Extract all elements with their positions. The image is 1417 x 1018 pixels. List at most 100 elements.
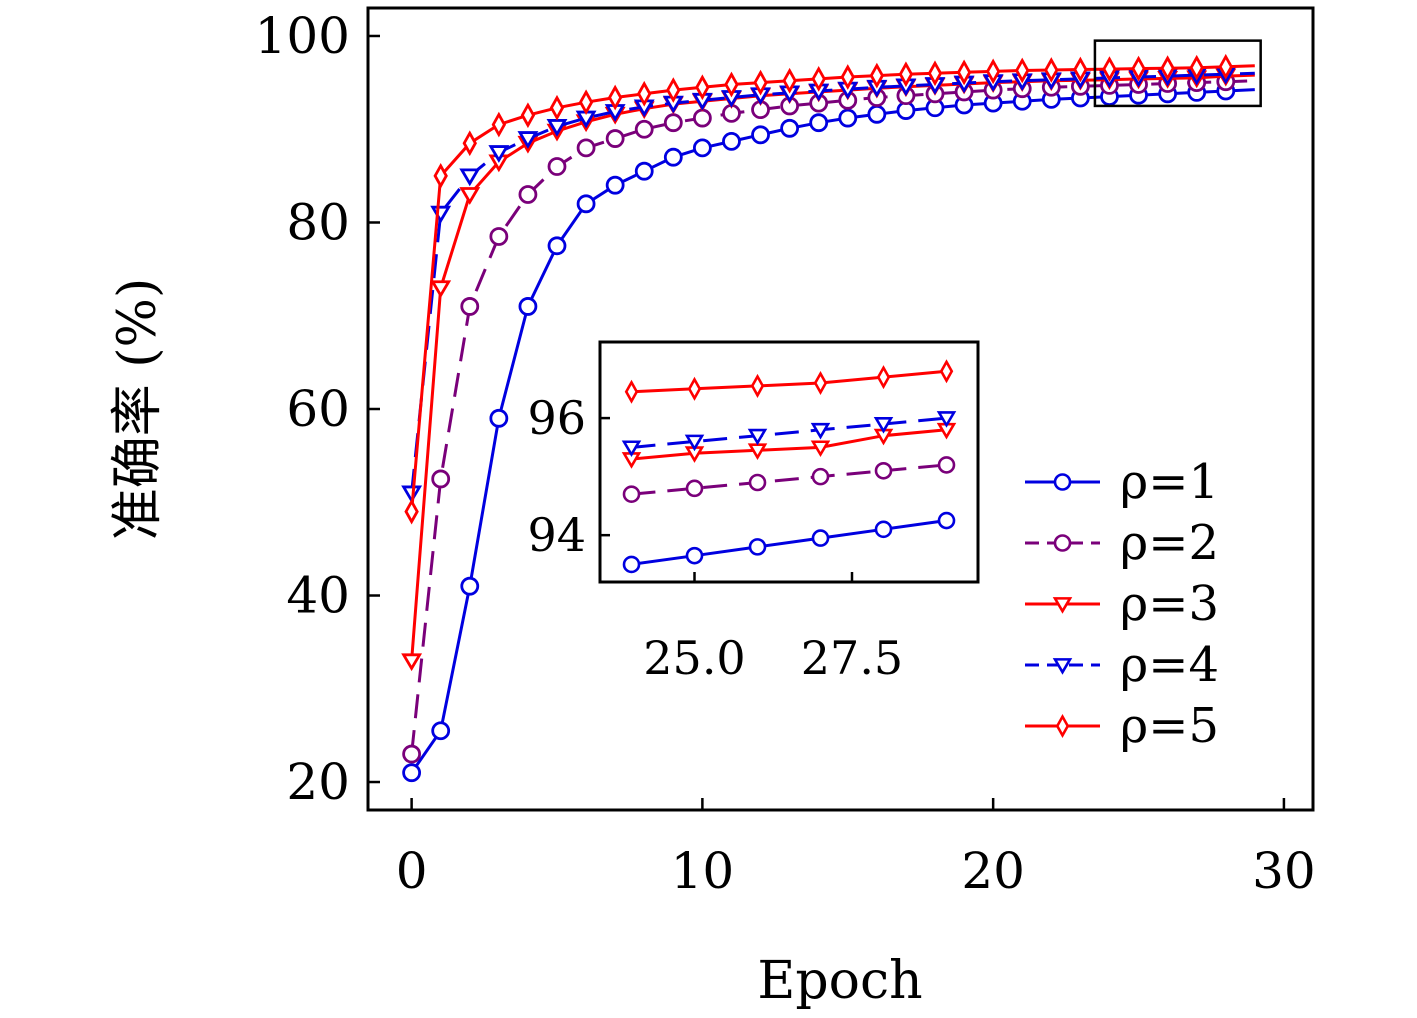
data-point-rho-3-1 bbox=[430, 280, 452, 299]
data-point-rho-5-2 bbox=[462, 130, 477, 157]
data-point-rho-5-25 bbox=[1131, 55, 1146, 82]
data-point-rho-1-3 bbox=[489, 408, 509, 428]
inset-point-rho-5-24 bbox=[624, 379, 639, 404]
data-point-rho-5-12 bbox=[753, 69, 768, 96]
y-axis-title: 准确率 (%) bbox=[108, 278, 168, 541]
legend-entry-rho-1: ρ=1 bbox=[1025, 454, 1219, 510]
data-point-rho-4-3 bbox=[488, 145, 510, 163]
y-tick-label-100: 100 bbox=[255, 7, 350, 65]
data-point-rho-5-4 bbox=[520, 102, 536, 129]
legend-marker-rho-3 bbox=[1052, 597, 1073, 614]
data-point-rho-1-1 bbox=[431, 721, 451, 741]
inset-point-rho-3-27 bbox=[810, 440, 831, 458]
legend-marker-rho-1 bbox=[1053, 473, 1072, 491]
data-point-rho-4-4 bbox=[517, 131, 539, 149]
data-point-rho-1-16 bbox=[867, 104, 887, 124]
inset-x-tick-label-25-0: 25.0 bbox=[643, 631, 745, 685]
data-point-rho-2-0 bbox=[402, 744, 422, 764]
legend-marker-rho-5 bbox=[1055, 713, 1070, 739]
y-tick-label-40: 40 bbox=[286, 567, 350, 625]
inset-point-rho-5-26 bbox=[750, 373, 765, 398]
x-axis-title: Epoch bbox=[757, 951, 922, 1011]
data-point-rho-5-14 bbox=[811, 66, 826, 92]
series-rho-5 bbox=[404, 53, 1255, 525]
data-point-rho-1-9 bbox=[663, 147, 683, 167]
data-point-rho-4-0 bbox=[401, 485, 423, 504]
legend-label-rho-5: ρ=5 bbox=[1120, 698, 1219, 754]
inset-point-rho-5-27 bbox=[813, 370, 828, 396]
data-point-rho-5-10 bbox=[695, 74, 710, 101]
data-point-rho-2-3 bbox=[489, 227, 509, 246]
x-tick-label-10: 10 bbox=[671, 842, 735, 900]
inset-point-rho-5-29 bbox=[939, 359, 954, 384]
data-point-rho-1-14 bbox=[809, 113, 829, 133]
inset-point-rho-2-29 bbox=[937, 456, 956, 474]
data-point-rho-1-8 bbox=[634, 161, 654, 181]
inset-series-line-rho-1 bbox=[631, 519, 947, 566]
legend-entry-rho-2: ρ=2 bbox=[1025, 515, 1219, 571]
data-point-rho-5-28 bbox=[1218, 53, 1233, 80]
data-point-rho-3-0 bbox=[401, 653, 423, 672]
inset-point-rho-1-27 bbox=[811, 529, 830, 547]
data-point-rho-1-13 bbox=[780, 118, 800, 138]
zoom-region-box bbox=[1093, 39, 1262, 108]
data-point-rho-5-16 bbox=[869, 62, 885, 89]
inset-series-rho-2 bbox=[622, 456, 956, 503]
data-point-rho-2-2 bbox=[460, 297, 480, 316]
inset-point-rho-4-25 bbox=[684, 434, 705, 452]
data-point-rho-2-5 bbox=[547, 157, 567, 176]
data-point-rho-5-9 bbox=[666, 77, 681, 103]
inset-point-rho-1-24 bbox=[622, 555, 641, 574]
inset-frame bbox=[598, 340, 980, 584]
inset-point-rho-1-25 bbox=[685, 546, 704, 565]
series-line-rho-2 bbox=[410, 79, 1255, 755]
x-tick-label-20: 20 bbox=[961, 842, 1025, 900]
legend-marker-rho-2 bbox=[1053, 534, 1072, 552]
data-point-rho-4-1 bbox=[430, 205, 452, 224]
data-point-rho-5-18 bbox=[927, 60, 943, 87]
inset-y-tick-label-94: 94 bbox=[527, 508, 586, 562]
data-point-rho-5-6 bbox=[578, 89, 594, 116]
data-point-rho-2-10 bbox=[692, 108, 712, 128]
legend-label-rho-3: ρ=3 bbox=[1120, 576, 1219, 632]
data-point-rho-5-26 bbox=[1160, 55, 1175, 82]
data-point-rho-5-24 bbox=[1102, 56, 1117, 82]
data-point-rho-1-5 bbox=[547, 236, 567, 256]
y-tick-label-20: 20 bbox=[286, 753, 350, 811]
inset-point-rho-2-28 bbox=[874, 461, 893, 480]
data-point-rho-1-6 bbox=[576, 194, 596, 214]
inset-series-rho-1 bbox=[622, 511, 956, 574]
data-point-rho-1-11 bbox=[722, 131, 741, 151]
inset-series-line-rho-5 bbox=[631, 369, 947, 394]
data-point-rho-2-4 bbox=[518, 185, 538, 204]
legend-entry-rho-4: ρ=4 bbox=[1025, 637, 1219, 693]
series-rho-1 bbox=[402, 81, 1255, 783]
inset-series-line-rho-4 bbox=[631, 416, 947, 449]
legend: ρ=1ρ=2ρ=3ρ=4ρ=5 bbox=[1025, 454, 1219, 754]
inset-point-rho-2-27 bbox=[811, 467, 830, 486]
data-point-rho-5-5 bbox=[549, 94, 565, 121]
data-point-rho-5-20 bbox=[985, 58, 1001, 85]
legend-entry-rho-3: ρ=3 bbox=[1025, 576, 1219, 632]
data-point-rho-5-22 bbox=[1044, 57, 1059, 83]
data-point-rho-5-27 bbox=[1189, 54, 1204, 81]
inset-point-rho-5-25 bbox=[687, 376, 702, 401]
data-point-rho-1-12 bbox=[751, 125, 770, 145]
data-point-rho-5-23 bbox=[1073, 56, 1088, 83]
data-point-rho-4-2 bbox=[459, 168, 481, 187]
inset-series-rho-4 bbox=[621, 411, 957, 458]
data-point-rho-1-10 bbox=[692, 138, 712, 158]
x-tick-label-0: 0 bbox=[396, 842, 428, 900]
inset-x-tick-label-27-5: 27.5 bbox=[801, 631, 903, 685]
inset-point-rho-1-28 bbox=[874, 520, 893, 539]
data-point-rho-5-8 bbox=[637, 80, 652, 107]
data-point-rho-2-9 bbox=[663, 113, 683, 133]
data-point-rho-1-2 bbox=[460, 576, 480, 596]
inset-point-rho-2-24 bbox=[622, 485, 641, 503]
data-point-rho-2-7 bbox=[605, 129, 625, 148]
inset-point-rho-2-25 bbox=[685, 479, 704, 498]
data-point-rho-2-6 bbox=[576, 138, 596, 158]
legend-label-rho-2: ρ=2 bbox=[1120, 515, 1219, 571]
inset-point-rho-4-29 bbox=[936, 411, 957, 428]
